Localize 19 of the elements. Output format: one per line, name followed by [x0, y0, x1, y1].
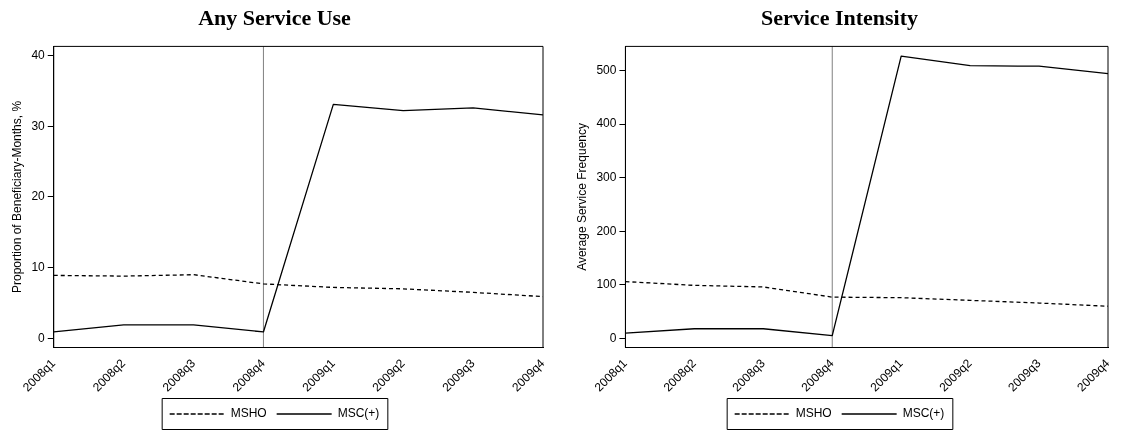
y-tick-label: 100 [596, 277, 617, 292]
y-tick-label: 400 [596, 116, 617, 131]
y-tick-label: 40 [31, 47, 46, 62]
legend-label: MSHO [230, 406, 267, 421]
chart-title: Any Service Use [198, 4, 352, 30]
y-tick-label: 500 [596, 62, 617, 77]
legend-label: MSC(+) [902, 406, 945, 421]
y-axis-title: Proportion of Beneficiary-Months, % [9, 100, 24, 293]
y-tick-label: 10 [31, 259, 46, 274]
y-tick-label: 0 [609, 330, 617, 345]
y-axis-title: Average Service Frequency [574, 123, 589, 271]
legend-label: MSHO [795, 406, 832, 421]
y-tick-label: 200 [596, 223, 617, 238]
y-tick-label: 0 [38, 330, 46, 345]
legend-label: MSC(+) [337, 406, 380, 421]
y-tick-label: 30 [31, 118, 46, 133]
chart-title: Service Intensity [760, 4, 919, 30]
y-tick-label: 20 [31, 189, 46, 204]
y-tick-label: 300 [596, 169, 617, 184]
